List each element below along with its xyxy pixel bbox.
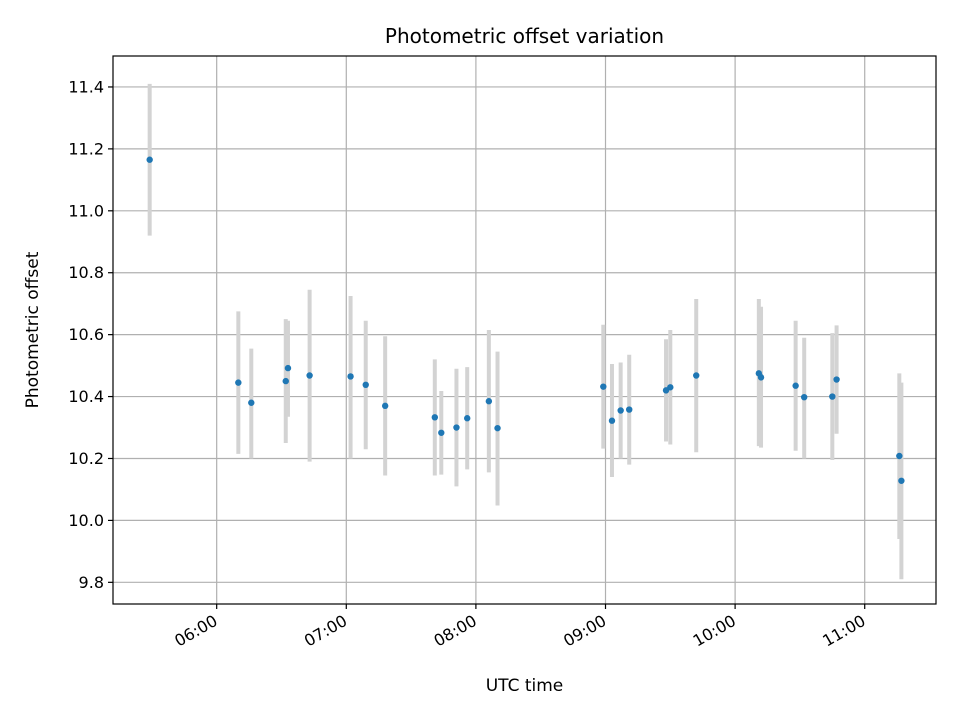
data-point — [792, 382, 799, 389]
y-tick-label: 11.0 — [68, 201, 104, 220]
grid — [113, 56, 936, 604]
data-points — [146, 156, 905, 484]
data-point — [248, 399, 255, 406]
data-point — [431, 414, 439, 421]
y-tick-label: 10.2 — [68, 449, 104, 468]
data-point — [600, 383, 607, 390]
data-point — [282, 377, 289, 385]
y-tick-label: 10.8 — [68, 263, 104, 282]
data-point — [464, 415, 471, 422]
data-point — [284, 364, 292, 372]
data-point — [829, 393, 836, 400]
data-point — [800, 393, 808, 401]
data-point — [898, 477, 905, 484]
y-tick-label: 11.2 — [68, 139, 104, 158]
data-point — [146, 156, 153, 163]
y-tick-label: 10.0 — [68, 511, 104, 530]
y-axis-ticks: 9.8 10.0 10.2 10.4 10.6 10.8 11.0 11.2 11.4 — [68, 77, 113, 592]
data-point — [235, 379, 242, 386]
data-point — [757, 374, 765, 381]
y-tick-label: 11.4 — [68, 77, 104, 96]
plot-frame — [112, 55, 937, 605]
data-point — [381, 402, 389, 410]
data-point — [362, 381, 369, 388]
data-point — [485, 398, 493, 405]
y-tick-label: 10.4 — [68, 387, 104, 406]
y-tick-label: 10.6 — [68, 325, 104, 344]
data-point — [626, 406, 633, 413]
x-axis-title: UTC time — [486, 676, 564, 696]
data-point — [494, 424, 501, 432]
data-point — [306, 372, 313, 379]
data-point — [667, 384, 674, 391]
data-point — [617, 407, 624, 414]
data-point — [833, 376, 840, 383]
data-point — [896, 452, 903, 460]
data-point — [453, 424, 460, 431]
data-point — [693, 372, 700, 379]
data-point — [438, 429, 445, 436]
data-point — [347, 373, 354, 380]
y-tick-label: 9.8 — [79, 573, 104, 592]
chart-title: Photometric offset variation — [385, 24, 664, 48]
data-point — [608, 417, 616, 424]
y-axis-title: Photometric offset — [23, 251, 43, 408]
